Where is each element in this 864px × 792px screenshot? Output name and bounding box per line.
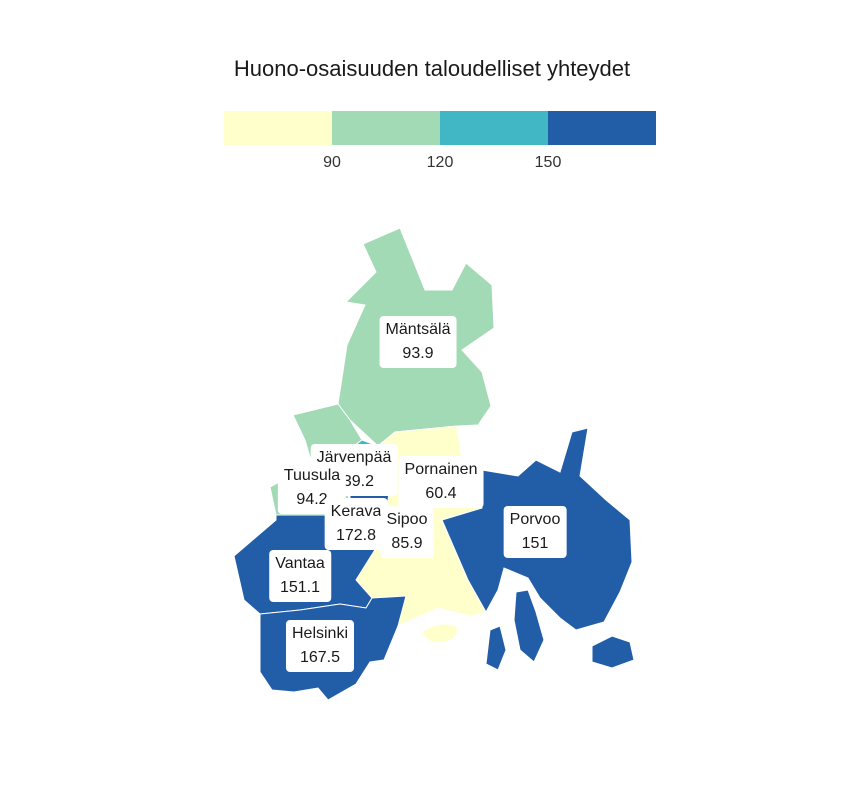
label-sipoo: Sipoo 85.9 — [380, 506, 434, 558]
label-value: 85.9 — [391, 535, 423, 552]
region-porvoo-island[interactable] — [485, 625, 507, 671]
label-mantsala: Mäntsälä 93.9 — [379, 316, 457, 368]
legend-tick: 150 — [534, 154, 562, 171]
color-legend — [224, 111, 656, 145]
label-name: Helsinki — [291, 625, 349, 642]
region-porvoo-island[interactable] — [513, 589, 545, 663]
legend-tick: 90 — [323, 154, 341, 171]
legend-tick: 120 — [426, 154, 454, 171]
legend-bin-mid-low — [332, 111, 440, 145]
label-name: Mäntsälä — [385, 321, 451, 338]
label-name: Järvenpää — [316, 449, 392, 466]
legend-ticks: 90 120 150 — [0, 154, 864, 174]
label-name: Kerava — [330, 503, 382, 520]
label-name: Sipoo — [386, 511, 428, 528]
region-porvoo-island[interactable] — [591, 635, 635, 669]
region-sipoo-island[interactable] — [421, 623, 459, 644]
label-value: 93.9 — [402, 345, 434, 362]
label-value: 151.1 — [279, 579, 321, 596]
label-porvoo: Porvoo 151 — [503, 506, 567, 558]
label-value: 151 — [521, 535, 549, 552]
label-name: Tuusula — [283, 467, 341, 484]
label-value: 167.5 — [299, 649, 341, 666]
label-pornainen: Pornainen 60.4 — [398, 456, 484, 508]
label-name: Vantaa — [275, 555, 325, 572]
label-kerava: Kerava 172.8 — [324, 498, 388, 550]
label-value: 172.8 — [335, 527, 377, 544]
label-name: Pornainen — [404, 461, 478, 478]
legend-bin-high — [548, 111, 656, 145]
label-value: 60.4 — [425, 485, 457, 502]
label-vantaa: Vantaa 151.1 — [269, 550, 331, 602]
legend-bin-low — [224, 111, 332, 145]
legend-bin-mid-high — [440, 111, 548, 145]
label-value: 94.2 — [296, 491, 328, 508]
label-name: Porvoo — [509, 511, 561, 528]
label-helsinki: Helsinki 167.5 — [285, 620, 355, 672]
map-title: Huono-osaisuuden taloudelliset yhteydet — [233, 56, 631, 81]
